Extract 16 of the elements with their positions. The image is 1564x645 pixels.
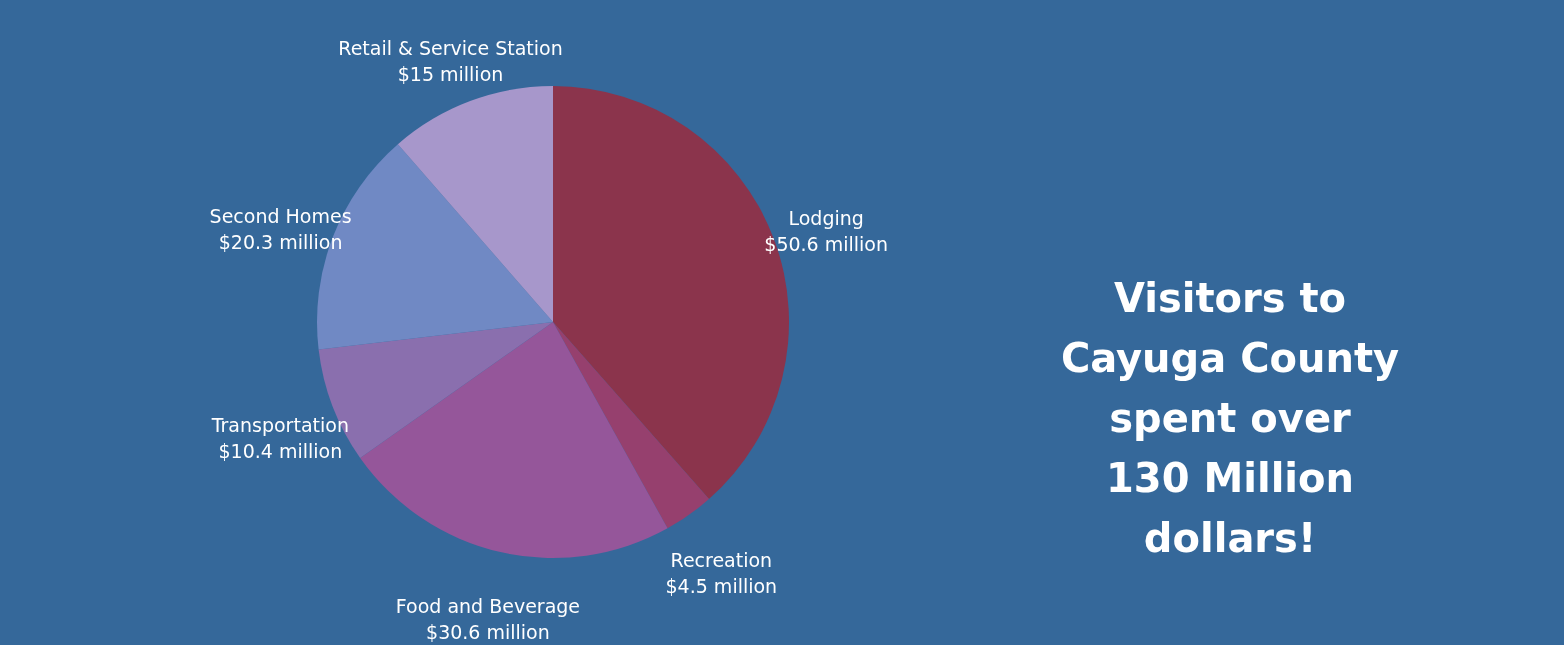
- data-label: $15 million: [397, 62, 504, 85]
- text: Visitors to Cayuga County spent over 130 Million dollars!: [1060, 275, 1400, 561]
- data-label: $30.6 million: [426, 620, 550, 643]
- slice-label: Food and Beverage: [395, 594, 581, 617]
- slice-label: Second Homes: [209, 204, 352, 227]
- data-label: $10.4 million: [218, 440, 343, 463]
- slice-label: Lodging: [788, 206, 864, 229]
- data-label: $50.6 million: [764, 232, 889, 255]
- data-label: $4.5 million: [665, 574, 778, 597]
- slice-label: Retail & Service Station: [338, 36, 563, 59]
- pie-slice: [397, 86, 553, 322]
- pie-slice: [553, 322, 709, 529]
- slice-label: Transportation: [210, 414, 349, 437]
- slice-label: Recreation: [670, 548, 773, 571]
- data-label: $20.3 million: [218, 230, 343, 253]
- pie-slice: [360, 322, 668, 558]
